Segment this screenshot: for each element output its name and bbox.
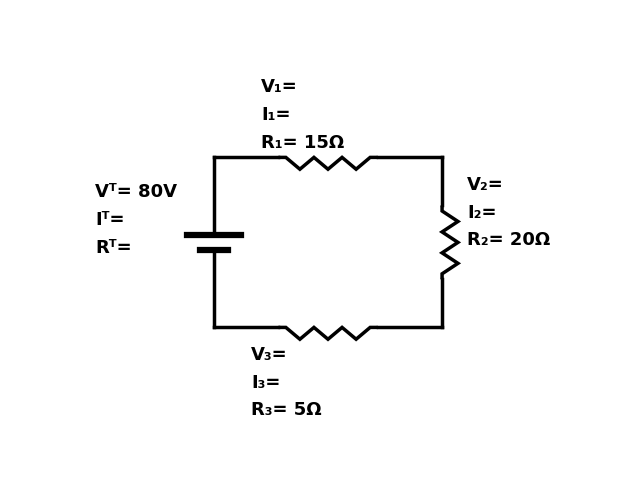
- Text: Vᵀ= 80V
Iᵀ=
Rᵀ=: Vᵀ= 80V Iᵀ= Rᵀ=: [95, 183, 177, 257]
- Text: V₁=
I₁=
R₁= 15Ω: V₁= I₁= R₁= 15Ω: [261, 78, 344, 152]
- Text: V₃=
I₃=
R₃= 5Ω: V₃= I₃= R₃= 5Ω: [251, 346, 322, 420]
- Text: V₂=
I₂=
R₂= 20Ω: V₂= I₂= R₂= 20Ω: [467, 176, 550, 250]
